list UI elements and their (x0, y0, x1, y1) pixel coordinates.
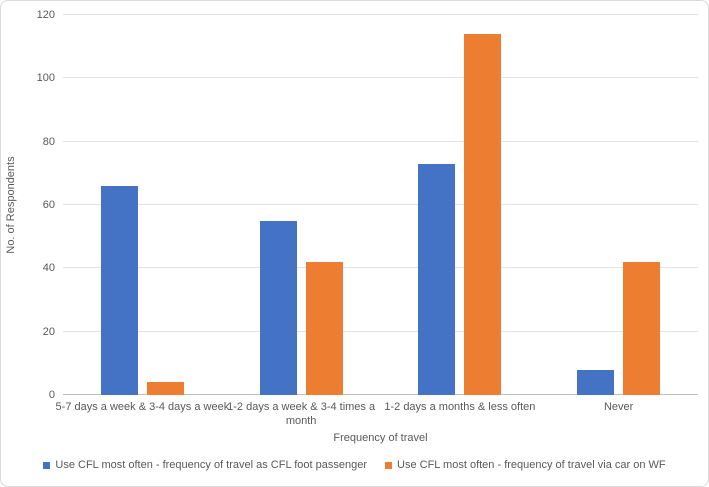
y-tick-label: 100 (36, 72, 55, 85)
legend-swatch-icon (385, 461, 393, 469)
bar (623, 262, 661, 395)
bar-group (381, 15, 540, 395)
legend-item: Use CFL most often - frequency of travel… (385, 459, 666, 471)
gridline (63, 14, 698, 15)
bar (418, 163, 456, 395)
legend-label: Use CFL most often - frequency of travel… (55, 459, 368, 471)
gridline (63, 330, 698, 332)
category-label: 1-2 days a week & 3-4 times a month (227, 401, 376, 427)
bar-group (222, 15, 381, 395)
legend-item: Use CFL most often - frequency of travel… (43, 459, 367, 471)
category-label: Never (603, 401, 634, 413)
gridline (63, 140, 698, 142)
gridline (63, 267, 698, 269)
category-label: 5-7 days a week & 3-4 days a week (55, 401, 230, 413)
legend-swatch-icon (43, 461, 51, 469)
bar (146, 382, 184, 395)
bar (259, 220, 297, 395)
y-tick-label: 120 (36, 9, 55, 21)
bar (305, 262, 343, 395)
bar (100, 186, 138, 395)
bar (577, 369, 615, 395)
plot-area (63, 14, 698, 395)
gridline (63, 204, 698, 205)
legend-label: Use CFL most often - frequency of travel… (397, 459, 666, 471)
x-axis-line (63, 394, 698, 395)
bar-group (539, 15, 698, 395)
bar (464, 34, 502, 395)
y-tick-label: 60 (42, 199, 55, 211)
y-tick-label: 40 (42, 262, 55, 275)
bar-group (63, 15, 222, 395)
y-tick-label: 80 (42, 135, 55, 148)
x-axis-title: Frequency of travel (333, 432, 428, 444)
legend: Use CFL most often - frequency of travel… (1, 459, 708, 471)
category-label: 1-2 days a months & less often (384, 401, 536, 413)
y-tick-label: 20 (42, 325, 55, 338)
gridline (63, 77, 698, 79)
y-tick-label: 0 (48, 389, 55, 401)
